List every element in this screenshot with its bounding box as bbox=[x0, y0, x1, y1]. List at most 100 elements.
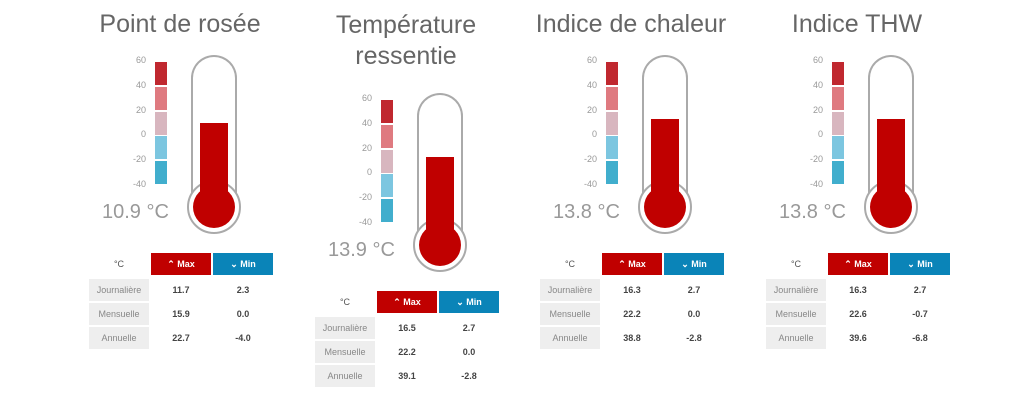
min-header[interactable]: ⌄ Min bbox=[890, 253, 950, 275]
row-label: Mensuelle bbox=[315, 341, 375, 363]
scale-tick: 0 bbox=[366, 167, 372, 178]
scale-tick: 40 bbox=[812, 79, 823, 90]
max-header[interactable]: ⌃ Max bbox=[602, 253, 662, 275]
unit-header: °C bbox=[113, 259, 125, 269]
scale-segment bbox=[155, 111, 167, 135]
scale-tick: 20 bbox=[135, 104, 146, 115]
thermometer-fill bbox=[651, 119, 679, 205]
min-value: -2.8 bbox=[461, 371, 477, 381]
panel-title: Indice THW bbox=[791, 10, 923, 38]
scale-tick: 0 bbox=[817, 129, 823, 140]
max-header[interactable]: ⌃ Max bbox=[151, 253, 211, 275]
scale-tick: -20 bbox=[132, 154, 146, 165]
max-value: 22.2 bbox=[623, 309, 641, 319]
scale-segment bbox=[832, 62, 844, 85]
panel-title: Point de rosée bbox=[99, 10, 261, 38]
max-value: 16.5 bbox=[398, 323, 416, 333]
scale-segment bbox=[606, 86, 618, 110]
min-header[interactable]: ⌄ Min bbox=[213, 253, 273, 275]
scale-tick: 60 bbox=[135, 55, 146, 65]
max-header[interactable]: ⌃ Max bbox=[828, 253, 888, 275]
max-value: 39.6 bbox=[849, 333, 867, 343]
scale-segment bbox=[606, 62, 618, 85]
chevron-up-icon: ⌃ bbox=[844, 259, 852, 269]
scale-tick: -40 bbox=[132, 179, 146, 189]
max-value: 15.9 bbox=[172, 309, 190, 319]
max-value: 22.2 bbox=[398, 347, 416, 357]
unit-header: °C bbox=[564, 259, 576, 269]
current-value: 13.8 °C bbox=[553, 201, 620, 223]
row-label: Journalière bbox=[766, 279, 826, 301]
scale-tick: -20 bbox=[583, 154, 597, 165]
unit-header: °C bbox=[339, 297, 351, 307]
min-value: -0.7 bbox=[912, 309, 928, 319]
scale-tick: 60 bbox=[361, 93, 372, 103]
row-label: Annuelle bbox=[766, 327, 826, 349]
max-value: 16.3 bbox=[849, 285, 867, 295]
min-header[interactable]: ⌄ Min bbox=[664, 253, 724, 275]
max-value: 11.7 bbox=[172, 285, 190, 295]
row-label: Annuelle bbox=[315, 365, 375, 387]
scale-tick: -20 bbox=[358, 192, 372, 203]
min-value: 2.3 bbox=[236, 285, 250, 295]
scale-segment bbox=[832, 161, 844, 185]
panel-point-de-rosee: Point de rosée 60 40 20 0 -20 -40 10.9 °C °C ⌃ Ma… bbox=[80, 0, 280, 415]
scale-segment bbox=[155, 86, 167, 110]
chevron-down-icon: ⌄ bbox=[907, 259, 915, 269]
scale-tick: 20 bbox=[812, 104, 823, 115]
min-value: -4.0 bbox=[235, 333, 251, 343]
chevron-up-icon: ⌃ bbox=[167, 259, 175, 269]
min-value: 0.0 bbox=[687, 309, 701, 319]
chevron-down-icon: ⌄ bbox=[681, 259, 689, 269]
thermometer-fill bbox=[200, 122, 228, 205]
row-label: Journalière bbox=[315, 317, 375, 339]
max-value: 22.7 bbox=[172, 333, 190, 343]
scale-tick: 40 bbox=[361, 117, 372, 128]
scale-tick: 20 bbox=[361, 142, 372, 153]
min-value: -6.8 bbox=[912, 333, 928, 343]
max-value: 38.8 bbox=[623, 333, 641, 343]
min-value: 2.7 bbox=[687, 285, 701, 295]
scale-tick: 40 bbox=[135, 79, 146, 90]
scale-segment bbox=[381, 199, 393, 223]
scale-tick: 0 bbox=[591, 129, 597, 140]
scale-tick: 60 bbox=[812, 55, 823, 65]
row-label: Annuelle bbox=[89, 327, 149, 349]
scale-segment bbox=[381, 174, 393, 198]
chevron-down-icon: ⌄ bbox=[230, 259, 238, 269]
scale-tick: -20 bbox=[809, 154, 823, 165]
scale-segment bbox=[381, 124, 393, 148]
min-header[interactable]: ⌄ Min bbox=[439, 291, 499, 313]
row-label: Mensuelle bbox=[766, 303, 826, 325]
panel-indice-thw: Indice THW 60 40 20 0 -20 -40 13.8 °C °C ⌃ Max ⌄ M… bbox=[757, 0, 957, 415]
chevron-up-icon: ⌃ bbox=[618, 259, 626, 269]
scale-tick: -40 bbox=[583, 179, 597, 189]
scale-tick: 60 bbox=[586, 55, 597, 65]
scale-segment bbox=[155, 136, 167, 160]
scale-tick: -40 bbox=[809, 179, 823, 189]
min-value: 0.0 bbox=[462, 347, 476, 357]
scale-tick: 40 bbox=[586, 79, 597, 90]
min-value: -2.8 bbox=[686, 333, 702, 343]
scale-segment bbox=[832, 111, 844, 135]
row-label: Annuelle bbox=[540, 327, 600, 349]
scale-tick: -40 bbox=[358, 217, 372, 227]
scale-segment bbox=[155, 62, 167, 85]
row-label: Mensuelle bbox=[89, 303, 149, 325]
scale-segment bbox=[381, 100, 393, 123]
unit-header: °C bbox=[790, 259, 802, 269]
panel-indice-de-chaleur: Indice de chaleur 60 40 20 0 -20 -40 13.8 °C °C ⌃… bbox=[531, 0, 731, 415]
thermometer-fill bbox=[426, 157, 454, 243]
min-value: 0.0 bbox=[236, 309, 250, 319]
panel-title: Température ressentie bbox=[335, 11, 477, 70]
max-header[interactable]: ⌃ Max bbox=[377, 291, 437, 313]
max-value: 16.3 bbox=[623, 285, 641, 295]
panel-title: Indice de chaleur bbox=[535, 10, 727, 38]
row-label: Journalière bbox=[89, 279, 149, 301]
thermometer-fill bbox=[877, 119, 905, 205]
current-value: 13.8 °C bbox=[779, 201, 846, 223]
max-value: 22.6 bbox=[849, 309, 867, 319]
chevron-down-icon: ⌄ bbox=[456, 297, 464, 307]
scale-segment bbox=[832, 86, 844, 110]
scale-segment bbox=[606, 111, 618, 135]
